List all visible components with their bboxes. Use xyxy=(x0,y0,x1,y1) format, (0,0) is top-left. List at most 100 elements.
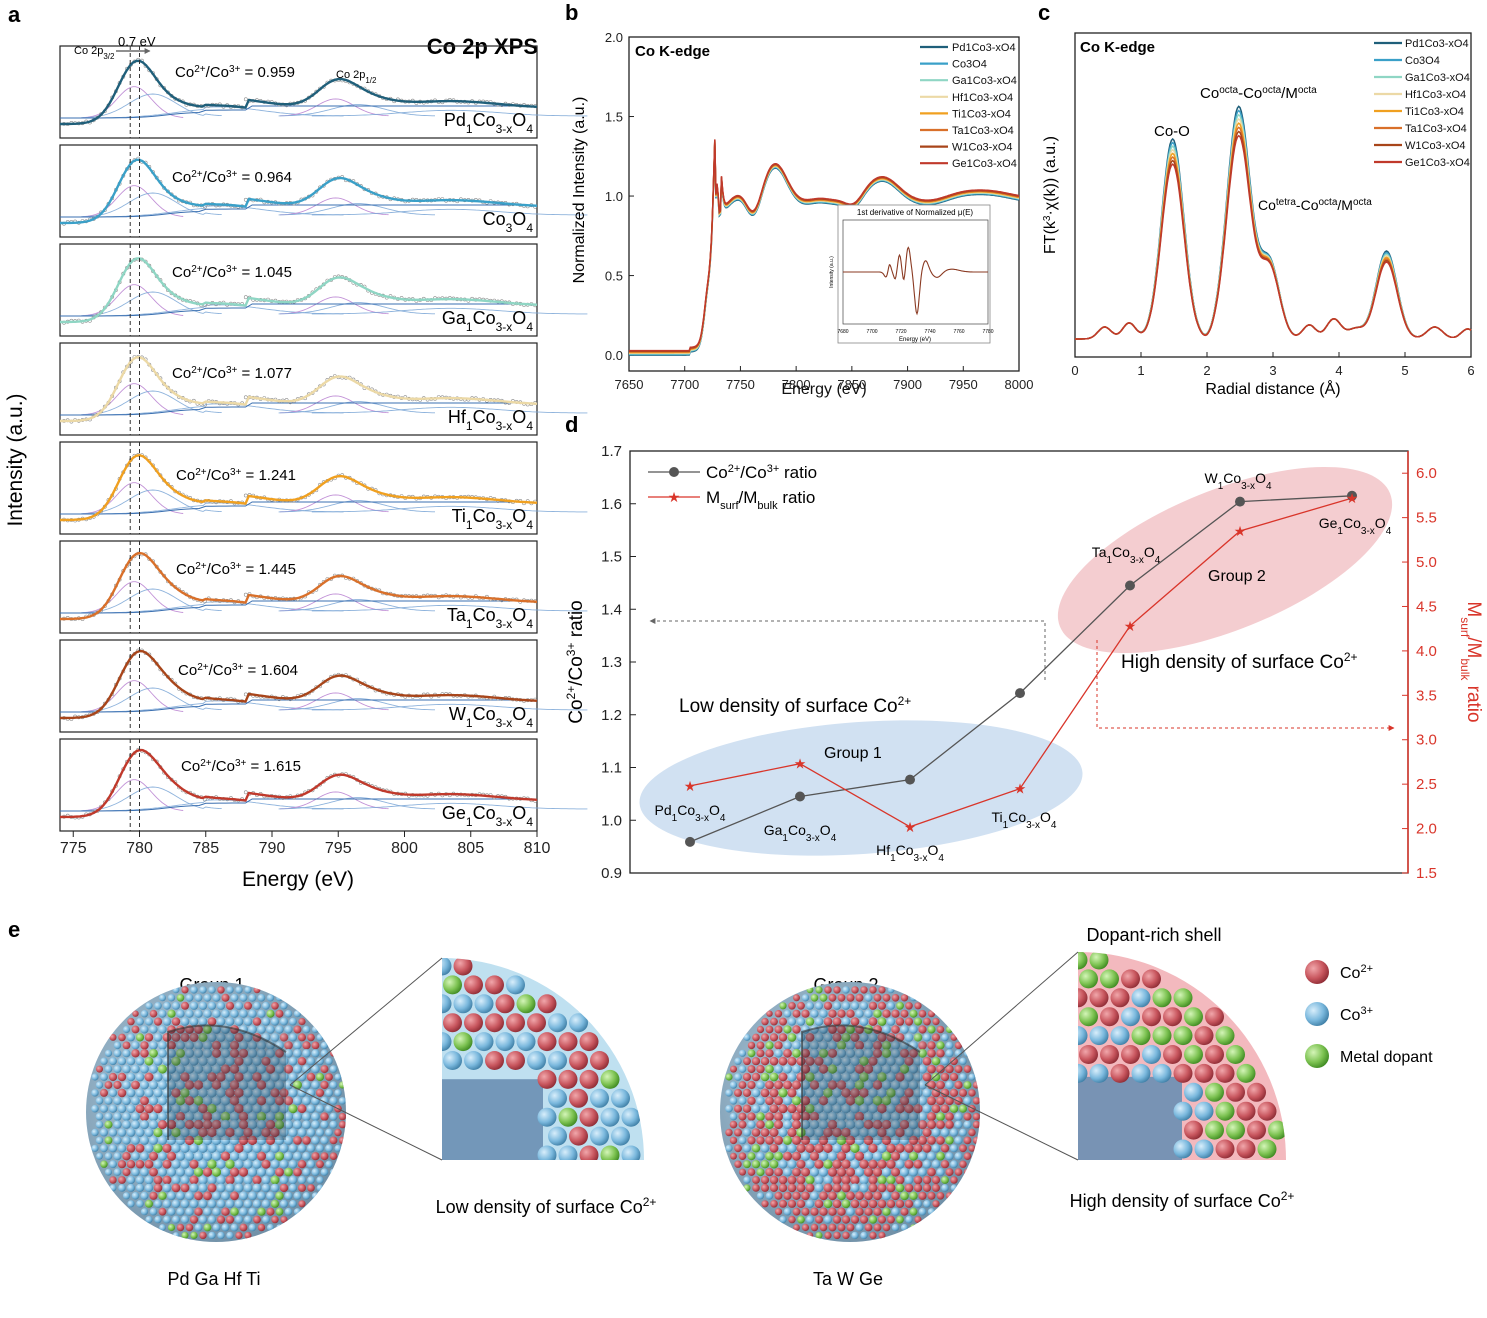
surface-atom-co3 xyxy=(230,1223,239,1232)
surface-atom-co3 xyxy=(782,1120,793,1130)
surface-atom-co3 xyxy=(868,1103,878,1114)
surface-atom-co2 xyxy=(945,1096,954,1106)
subscript: 4 xyxy=(831,833,837,844)
xps-subplot-frame xyxy=(59,441,538,535)
surface-atom-co2 xyxy=(769,1033,779,1042)
msurf-point: ★ xyxy=(1124,618,1137,634)
surface-atom-co2 xyxy=(140,1096,149,1106)
surface-atom-co3 xyxy=(329,1120,338,1129)
surface-atom-dop xyxy=(815,1231,823,1239)
surface-atom-co3 xyxy=(185,993,194,1002)
surface-atom-co2 xyxy=(229,1096,240,1106)
surface-atom-co2 xyxy=(734,1160,742,1168)
zoom-atom-co3 xyxy=(548,1126,567,1146)
xps-fit-component xyxy=(278,599,435,612)
surface-atom-co3 xyxy=(334,1089,342,1097)
zoom-atom-co2 xyxy=(1078,988,1088,1008)
zoom-atom-co3 xyxy=(569,1013,588,1033)
surface-atom-co3 xyxy=(257,1040,266,1050)
surface-atom-co2 xyxy=(149,1009,158,1018)
ratio-sup2: 3+ xyxy=(235,758,247,769)
surface-atom-co2 xyxy=(886,1199,896,1209)
surface-atom-co3 xyxy=(297,1128,307,1137)
surface-atom-co2 xyxy=(895,1199,905,1209)
zoom-atom-co3 xyxy=(1089,1026,1109,1046)
subscript: 1 xyxy=(466,617,473,631)
surface-atom-co3 xyxy=(859,1032,869,1042)
surface-atom-co3 xyxy=(760,1144,770,1153)
surface-atom-dop xyxy=(792,1048,801,1058)
surface-atom-co3 xyxy=(814,1088,824,1098)
surface-atom-co3 xyxy=(225,1183,235,1193)
surface-atom-co3 xyxy=(895,1056,905,1066)
surface-atom-co2 xyxy=(761,1033,769,1042)
surface-atom-dop xyxy=(181,1231,189,1239)
surface-atom-co3 xyxy=(818,1167,829,1177)
surface-atom-co2 xyxy=(828,1025,837,1034)
exafs-legend-label: Ta1Co3-xO4 xyxy=(1405,123,1467,135)
surface-atom-co3 xyxy=(827,1135,838,1146)
xanes-y-tick-label: 1.0 xyxy=(605,189,623,204)
ratio-legend: Co2+/Co3+ ratio ★ Msurf/Mbulk ratio xyxy=(648,463,817,512)
element-symbol: Co xyxy=(1008,809,1026,825)
xps-sample-label: Ta1Co3-xO4 xyxy=(447,605,533,631)
surface-atom-co2 xyxy=(234,1088,244,1098)
surface-atom-co3 xyxy=(315,1128,325,1137)
surface-atom-dop xyxy=(275,1191,284,1201)
surface-atom-co3 xyxy=(325,1104,333,1113)
surface-atom-co3 xyxy=(247,1064,258,1074)
zoom-atom-co2 xyxy=(537,1069,557,1089)
surface-atom-co3 xyxy=(140,1135,149,1145)
surface-atom-co2 xyxy=(265,1119,276,1130)
surface-atom-co3 xyxy=(270,1159,280,1169)
zoom-atom-co3 xyxy=(1173,1139,1193,1159)
surface-atom-co2 xyxy=(256,1080,267,1090)
surface-atom-co2 xyxy=(819,1223,828,1232)
surface-atom-co3 xyxy=(864,993,873,1002)
surface-atom-co3 xyxy=(180,1103,190,1114)
xps-fit-component xyxy=(82,581,184,614)
surface-atom-co2 xyxy=(922,1128,932,1137)
xps-raw-point xyxy=(243,97,248,102)
surface-atom-co2 xyxy=(298,1033,306,1042)
subscript: 1 xyxy=(466,419,473,433)
surface-atom-co2 xyxy=(774,1208,783,1216)
surface-atom-co3 xyxy=(265,1096,276,1106)
surface-atom-co3 xyxy=(194,1223,203,1232)
surface-atom-co3 xyxy=(149,1041,158,1050)
xanes-legend-label: Ta1Co3-xO4 xyxy=(952,125,1014,137)
surface-atom-co2 xyxy=(307,1033,315,1042)
zoom-atom-co2 xyxy=(1100,1007,1119,1027)
surface-atom-co3 xyxy=(239,1009,248,1018)
surface-atom-co3 xyxy=(270,1072,280,1082)
surface-atom-co3 xyxy=(329,1112,338,1121)
surface-atom-co3 xyxy=(193,1151,204,1161)
surface-atom-co3 xyxy=(882,1025,891,1034)
surface-atom-co2 xyxy=(841,1127,851,1138)
zoom-atom-co2 xyxy=(569,1088,588,1108)
surface-atom-co2 xyxy=(959,1088,967,1097)
xps-ratio-label: Co2+/Co3+ = 1.045 xyxy=(172,264,292,282)
surface-atom-dop xyxy=(805,1104,815,1114)
surface-atom-co3 xyxy=(216,1143,226,1154)
surface-atom-co2 xyxy=(181,1001,189,1010)
surface-atom-co3 xyxy=(320,1120,329,1129)
surface-atom-co3 xyxy=(153,1072,163,1082)
surface-atom-co2 xyxy=(325,1073,333,1081)
surface-atom-dop xyxy=(945,1025,954,1034)
surface-atom-co3 xyxy=(779,1216,787,1224)
surface-atom-co2 xyxy=(918,1009,927,1018)
element-symbol: O xyxy=(1375,515,1386,531)
exafs-legend-label: W1Co3-xO4 xyxy=(1405,140,1466,152)
surface-atom-dop xyxy=(257,1207,266,1216)
surface-atom-co2 xyxy=(751,1072,761,1082)
xps-x-tick-label: 790 xyxy=(259,840,286,857)
surface-atom-co2 xyxy=(913,1104,923,1114)
surface-atom-co3 xyxy=(193,1111,204,1122)
surface-atom-co2 xyxy=(738,1120,747,1129)
ratio-sup2: 3+ xyxy=(230,561,242,572)
surface-atom-co3 xyxy=(207,1175,217,1185)
surface-atom-co2 xyxy=(747,1080,756,1090)
surface-atom-co3 xyxy=(872,1064,883,1074)
